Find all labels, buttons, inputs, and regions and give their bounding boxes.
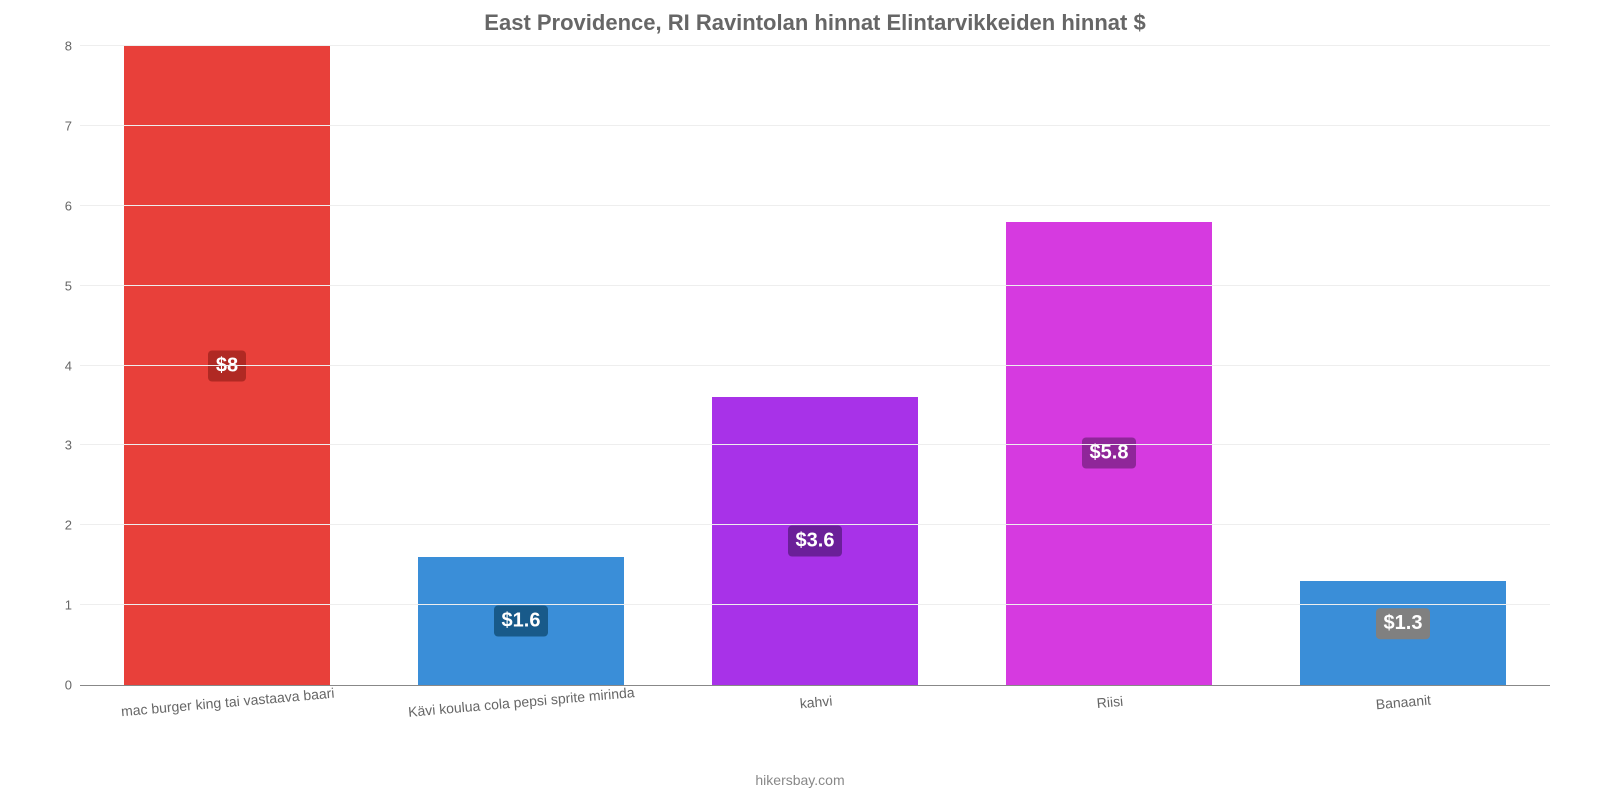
x-axis-category-label: Kävi koulua cola pepsi sprite mirinda (408, 684, 636, 720)
bar-slot: $3.6 (668, 46, 962, 685)
gridline (80, 285, 1550, 286)
x-axis-labels: mac burger king tai vastaava baari Kävi k… (80, 686, 1550, 726)
y-tick-label: 3 (65, 438, 80, 453)
y-tick-label: 6 (65, 198, 80, 213)
y-tick-label: 4 (65, 358, 80, 373)
y-tick-label: 7 (65, 118, 80, 133)
bar-value-label: $1.6 (494, 606, 549, 637)
bar-value-label: $5.8 (1082, 438, 1137, 469)
price-chart: East Providence, RI Ravintolan hinnat El… (0, 0, 1600, 800)
bar-slot: $5.8 (962, 46, 1256, 685)
x-axis-category-label: Riisi (1096, 693, 1124, 711)
gridline (80, 444, 1550, 445)
x-axis-category-label: mac burger king tai vastaava baari (120, 685, 335, 720)
gridline (80, 365, 1550, 366)
x-axis-category-label: Banaanit (1375, 692, 1431, 713)
bar-value-label: $8 (208, 350, 246, 381)
bar-slot: $1.3 (1256, 46, 1550, 685)
gridline (80, 125, 1550, 126)
bar: $1.3 (1300, 581, 1506, 685)
x-label-slot: kahvi (668, 686, 962, 726)
gridline (80, 45, 1550, 46)
y-tick-label: 2 (65, 518, 80, 533)
chart-title: East Providence, RI Ravintolan hinnat El… (80, 10, 1550, 36)
gridline (80, 205, 1550, 206)
bar-slot: $1.6 (374, 46, 668, 685)
bar: $5.8 (1006, 222, 1212, 685)
bars-row: $8 $1.6 $3.6 $5.8 $1.3 (80, 46, 1550, 685)
x-axis-category-label: kahvi (799, 693, 833, 712)
bar: $1.6 (418, 557, 624, 685)
x-label-slot: mac burger king tai vastaava baari (80, 686, 374, 726)
bar: $8 (124, 46, 330, 685)
x-label-slot: Kävi koulua cola pepsi sprite mirinda (374, 686, 668, 726)
bar-value-label: $3.6 (788, 526, 843, 557)
y-tick-label: 1 (65, 598, 80, 613)
gridline (80, 524, 1550, 525)
y-tick-label: 0 (65, 678, 80, 693)
attribution-text: hikersbay.com (0, 772, 1600, 788)
bar-slot: $8 (80, 46, 374, 685)
y-tick-label: 8 (65, 39, 80, 54)
plot-area: $8$1.6$3.6$5.8$1.3 012345678 (80, 46, 1550, 686)
x-label-slot: Banaanit (1256, 686, 1550, 726)
gridline (80, 604, 1550, 605)
y-tick-label: 5 (65, 278, 80, 293)
bar: $3.6 (712, 397, 918, 685)
x-label-slot: Riisi (962, 686, 1256, 726)
bar-value-label: $1.3 (1376, 608, 1431, 639)
